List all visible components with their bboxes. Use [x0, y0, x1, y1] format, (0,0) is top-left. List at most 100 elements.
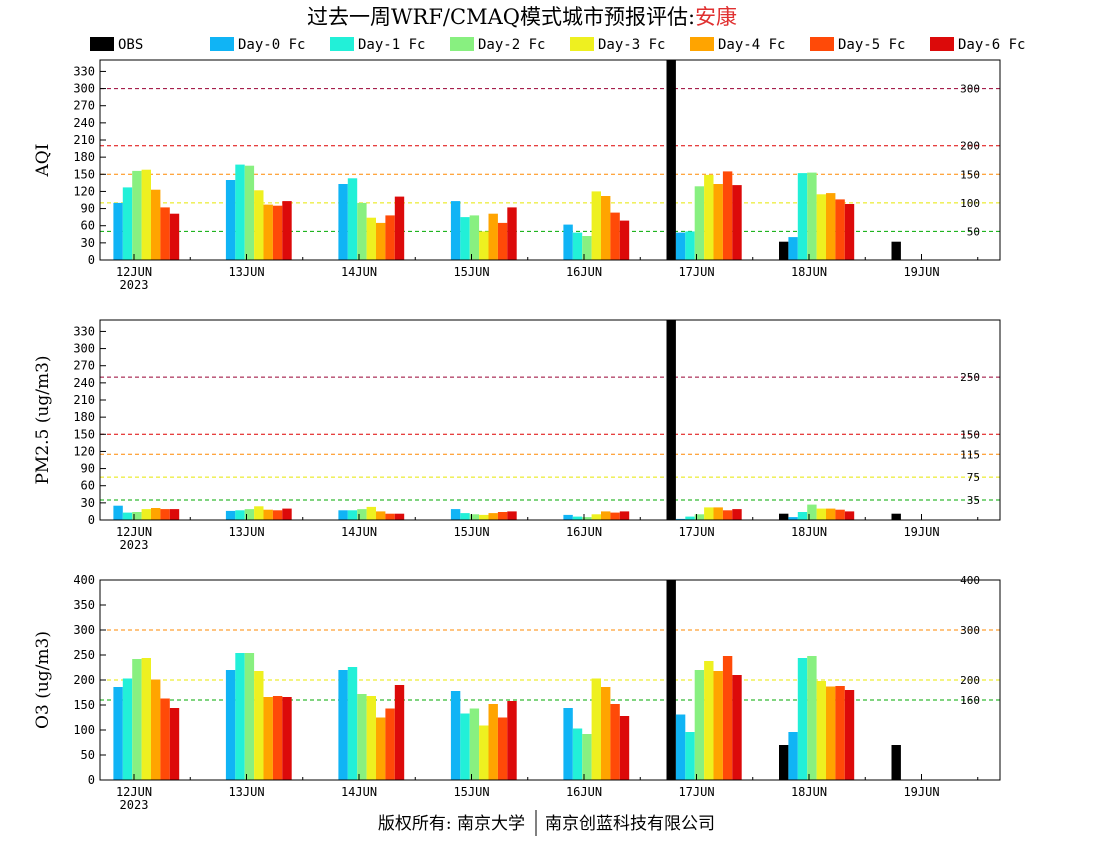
aqi-bar-day-2-fc-13jun — [244, 165, 255, 260]
o3-bar-day-4-fc-12jun — [151, 679, 161, 780]
o3-bar-day-4-fc-14jun — [376, 717, 386, 780]
pm25-threshold-label-35: 35 — [967, 494, 980, 507]
aqi-bar-day-0-fc-16jun — [563, 224, 573, 260]
o3-ytick-label-200: 200 — [73, 673, 95, 687]
legend-swatch-day-2-fc — [450, 37, 474, 51]
legend-swatch-day-4-fc — [690, 37, 714, 51]
aqi-xtick-label-14jun: 14JUN — [341, 265, 377, 279]
footer-right: 南京创蓝科技有限公司 — [545, 814, 715, 834]
pm25-ytick-label-210: 210 — [73, 393, 95, 407]
o3-bar-day-3-fc-17jun — [704, 661, 714, 780]
pm25-bar-day-4-fc-18jun — [826, 508, 836, 520]
pm25-ytick-label-180: 180 — [73, 410, 95, 424]
pm25-bar-day-1-fc-12jun — [122, 512, 133, 520]
aqi-bar-day-6-fc-13jun — [282, 201, 292, 260]
aqi-bar-day-5-fc-13jun — [272, 205, 283, 260]
aqi-ylabel: AQI — [33, 144, 53, 178]
pm25-bar-day-1-fc-16jun — [572, 516, 583, 520]
aqi-ytick-label-90: 90 — [81, 202, 95, 216]
pm25-bar-day-3-fc-12jun — [141, 509, 151, 520]
pm25-xtick-label-16jun: 16JUN — [566, 525, 602, 539]
pm25-ytick-label-120: 120 — [73, 444, 95, 458]
chart-title: 过去一周WRF/CMAQ模式城市预报评估:安康 — [307, 5, 737, 29]
pm25-xtick-label-12jun: 12JUN — [116, 525, 152, 539]
o3-bar-day-1-fc-16jun — [572, 728, 583, 780]
pm25-ytick-label-90: 90 — [81, 462, 95, 476]
pm25-xtick-label-18jun: 18JUN — [791, 525, 827, 539]
o3-xtick-label-14jun: 14JUN — [341, 785, 377, 799]
o3-bar-day-0-fc-12jun — [113, 687, 123, 780]
aqi-year-label: 2023 — [120, 278, 149, 292]
pm25-bar-day-0-fc-18jun — [788, 517, 798, 520]
pm25-bar-obs-19jun — [891, 513, 901, 520]
aqi-bar-day-4-fc-17jun — [713, 184, 723, 260]
pm25-bar-day-0-fc-15jun — [450, 509, 461, 520]
o3-bar-day-4-fc-13jun — [263, 697, 273, 780]
aqi-bar-day-4-fc-14jun — [376, 222, 386, 260]
pm25-ytick-label-300: 300 — [73, 342, 95, 356]
o3-xtick-label-12jun: 12JUN — [116, 785, 152, 799]
pm25-bar-day-6-fc-12jun — [169, 509, 180, 520]
pm25-year-label: 2023 — [120, 538, 149, 552]
pm25-bar-day-3-fc-16jun — [591, 514, 601, 520]
aqi-bar-day-5-fc-15jun — [497, 222, 508, 260]
o3-threshold-label-200: 200 — [960, 674, 980, 687]
o3-bar-obs-19jun — [891, 745, 901, 780]
legend-swatch-day-1-fc — [330, 37, 354, 51]
aqi-bar-day-6-fc-12jun — [169, 213, 180, 260]
o3-bar-day-6-fc-17jun — [732, 675, 742, 780]
aqi-bar-day-6-fc-15jun — [507, 207, 517, 260]
pm25-bar-day-2-fc-13jun — [244, 509, 255, 520]
pm25-bar-obs-17jun — [666, 320, 676, 520]
pm25-bar-day-6-fc-14jun — [394, 513, 405, 520]
aqi-xtick-label-13jun: 13JUN — [228, 265, 264, 279]
o3-bar-day-2-fc-13jun — [244, 653, 255, 780]
aqi-xtick-label-18jun: 18JUN — [791, 265, 827, 279]
pm25-threshold-label-150: 150 — [960, 428, 980, 441]
aqi-ytick-label-120: 120 — [73, 184, 95, 198]
legend-label-day-2-fc: Day-2 Fc — [478, 37, 545, 53]
o3-ytick-label-250: 250 — [73, 648, 95, 662]
o3-bar-day-4-fc-17jun — [713, 671, 723, 780]
pm25-ytick-label-60: 60 — [81, 479, 95, 493]
aqi-threshold-label-50: 50 — [967, 225, 980, 238]
o3-xtick-label-16jun: 16JUN — [566, 785, 602, 799]
o3-bar-day-2-fc-16jun — [582, 734, 592, 780]
aqi-bar-day-0-fc-17jun — [675, 232, 686, 260]
o3-threshold-label-160: 160 — [960, 694, 980, 707]
o3-bar-day-1-fc-17jun — [685, 732, 695, 780]
o3-bar-day-4-fc-16jun — [601, 687, 611, 780]
o3-bar-day-0-fc-16jun — [563, 708, 573, 780]
pm25-bar-day-2-fc-12jun — [132, 512, 142, 520]
aqi-bar-day-0-fc-12jun — [113, 202, 123, 260]
legend-swatch-day-0-fc — [210, 37, 234, 51]
aqi-ytick-label-180: 180 — [73, 150, 95, 164]
pm25-threshold-label-75: 75 — [967, 471, 980, 484]
title-prefix: 过去一周WRF/CMAQ模式城市预报评估: — [307, 5, 695, 29]
pm25-bar-day-5-fc-14jun — [385, 513, 395, 520]
o3-bar-day-6-fc-13jun — [282, 697, 292, 780]
aqi-bar-day-1-fc-14jun — [347, 178, 358, 260]
aqi-xtick-label-12jun: 12JUN — [116, 265, 152, 279]
o3-ytick-label-300: 300 — [73, 623, 95, 637]
pm25-bar-day-4-fc-13jun — [263, 509, 273, 520]
aqi-bar-day-0-fc-14jun — [338, 184, 348, 260]
o3-bar-day-0-fc-17jun — [675, 714, 686, 780]
aqi-ytick-label-30: 30 — [81, 236, 95, 250]
o3-bar-day-2-fc-17jun — [694, 670, 705, 780]
o3-bar-day-5-fc-14jun — [385, 708, 395, 780]
pm25-bar-day-5-fc-12jun — [160, 509, 170, 520]
pm25-ytick-label-150: 150 — [73, 427, 95, 441]
pm25-bar-day-4-fc-16jun — [601, 511, 611, 520]
aqi-bar-day-3-fc-17jun — [704, 174, 714, 260]
pm25-bar-day-6-fc-13jun — [282, 508, 292, 520]
pm25-bar-day-0-fc-17jun — [675, 518, 686, 520]
o3-ytick-label-0: 0 — [88, 773, 95, 787]
legend-label-day-4-fc: Day-4 Fc — [718, 37, 785, 53]
pm25-bar-day-4-fc-15jun — [488, 513, 498, 520]
o3-bar-day-4-fc-18jun — [826, 686, 836, 780]
o3-bar-day-3-fc-13jun — [254, 671, 264, 780]
aqi-ytick-label-270: 270 — [73, 99, 95, 113]
pm25-bar-day-4-fc-12jun — [151, 508, 161, 520]
legend-swatch-day-5-fc — [810, 37, 834, 51]
